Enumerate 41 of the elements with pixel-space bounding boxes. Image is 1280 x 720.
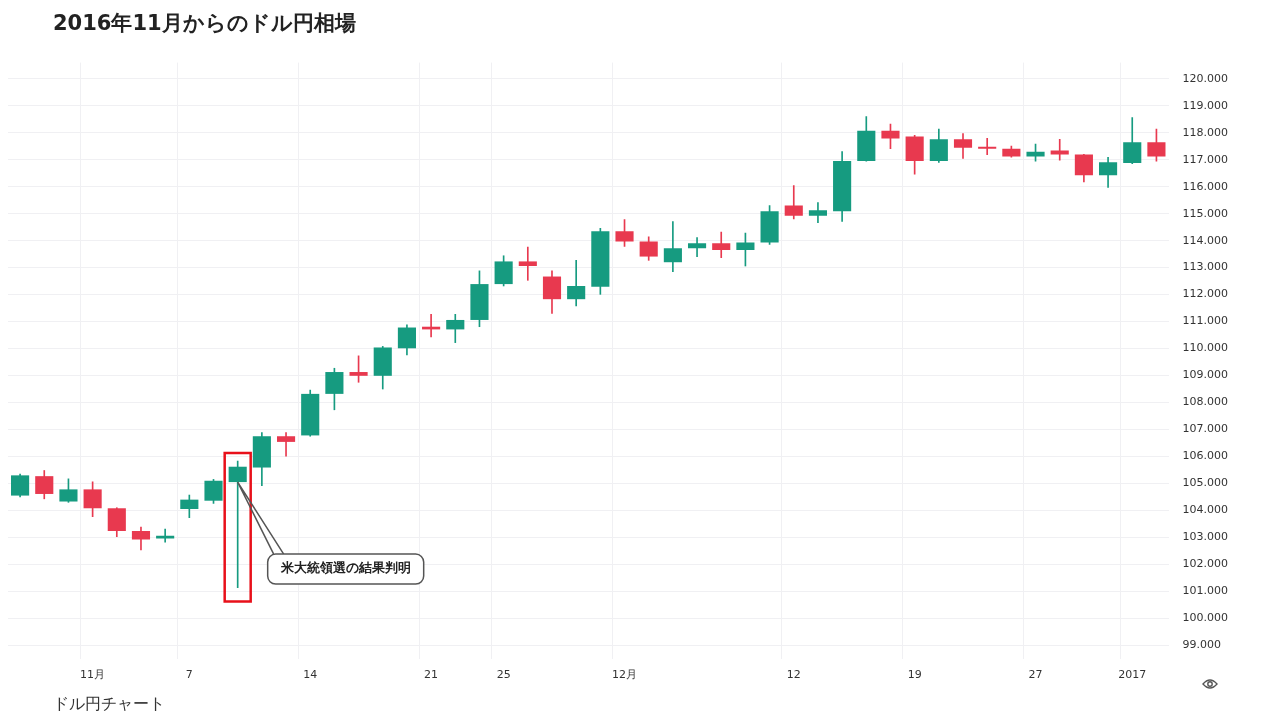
y-tick-label: 103.000 [1182, 530, 1229, 544]
text: ドル円チャート [52, 694, 166, 715]
y-tick-label: 109.000 [1182, 368, 1229, 382]
y-tick-label: 114.000 [1182, 233, 1229, 247]
y-tick-label: 120.000 [1182, 71, 1229, 85]
y-tick-label: 101.000 [1182, 584, 1229, 598]
x-tick-label: 21 [424, 668, 439, 682]
candlestick [276, 432, 296, 457]
y-tick-label: 108.000 [1182, 395, 1229, 409]
x-tick-label: 27 [1028, 668, 1043, 682]
x-tick-label: 14 [303, 668, 318, 682]
x-tick-label: 25 [496, 668, 511, 682]
y-tick-label: 104.000 [1182, 503, 1229, 517]
y-tick-label: 110.000 [1182, 341, 1229, 355]
x-tick-label: 7 [185, 668, 193, 682]
y-tick-label: 99.000 [1182, 638, 1222, 652]
y-tick-label: 116.000 [1182, 179, 1229, 193]
x-tick-label: 2017 [1118, 668, 1147, 682]
y-tick-label: 105.000 [1182, 476, 1229, 490]
x-tick-label: 12 [786, 668, 801, 682]
y-tick-label: 111.000 [1182, 314, 1229, 328]
annotation: 米大統領選の結果判明 [279, 560, 411, 576]
y-tick-label: 118.000 [1182, 125, 1229, 139]
y-tick-label: 113.000 [1182, 260, 1229, 274]
y-tick-label: 112.000 [1182, 287, 1229, 301]
y-tick-label: 100.000 [1182, 611, 1229, 625]
candlestick [978, 138, 997, 155]
candlestick [518, 246, 537, 281]
y-tick-label: 117.000 [1182, 152, 1229, 166]
y-tick-label: 107.000 [1182, 422, 1229, 436]
chart-title: 2016年11月からのドル円相場 [52, 10, 357, 37]
candlestick [1050, 138, 1069, 161]
candlestick [228, 460, 247, 588]
y-tick-label: 119.000 [1182, 98, 1229, 112]
y-tick-label: 106.000 [1182, 449, 1229, 463]
x-tick-label: 12月 [612, 668, 638, 682]
candlestick [687, 237, 707, 257]
y-tick-label: 102.000 [1182, 557, 1229, 571]
x-tick-label: 11月 [80, 668, 106, 682]
x-tick-label: 19 [907, 668, 922, 682]
y-tick-label: 115.000 [1182, 206, 1229, 220]
